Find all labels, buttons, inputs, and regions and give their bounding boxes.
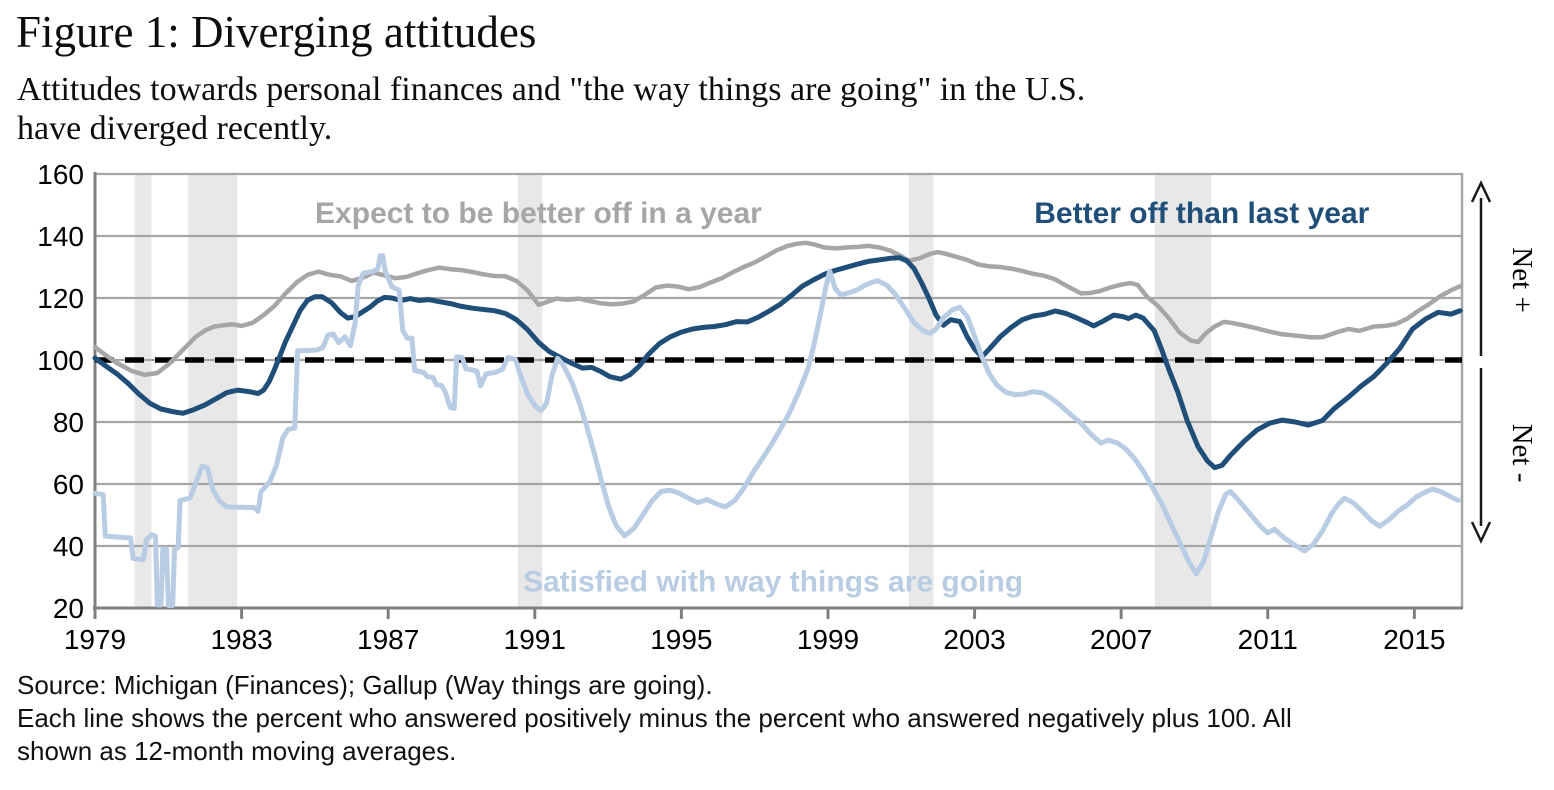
recession-band <box>134 174 152 608</box>
y-tick-label: 60 <box>53 469 84 500</box>
legend-label-better: Better off than last year <box>1034 197 1369 230</box>
y-tick-label: 160 <box>37 159 84 190</box>
y-tick-label: 100 <box>37 345 84 376</box>
figure-subtitle: Attitudes towards personal finances and … <box>17 70 1085 148</box>
recession-band <box>517 174 543 608</box>
net-minus-arrowhead <box>1470 521 1492 544</box>
footnote-source-line: Source: Michigan (Finances); Gallup (Way… <box>17 670 713 700</box>
net-minus-label: Net - <box>1506 424 1538 483</box>
x-tick-label: 2015 <box>1383 624 1445 655</box>
y-tick-label: 80 <box>53 407 84 438</box>
recession-band <box>1154 174 1212 608</box>
figure-footnote: Source: Michigan (Finances); Gallup (Way… <box>17 669 1292 768</box>
recession-band <box>908 174 934 608</box>
x-tick-label: 1983 <box>210 624 272 655</box>
y-tick-label: 40 <box>53 531 84 562</box>
legend-label-satisfied: Satisfied with way things are going <box>523 566 1023 599</box>
x-tick-label: 2003 <box>943 624 1005 655</box>
footnote-method-line-1: Each line shows the percent who answered… <box>17 703 1292 733</box>
series-line-better <box>92 255 1463 471</box>
footnote-method-line-2: shown as 12-month moving averages. <box>17 736 457 766</box>
figure-subtitle-line-1: Attitudes towards personal finances and … <box>17 71 1086 108</box>
x-tick-label: 1979 <box>64 624 126 655</box>
x-tick-label: 1991 <box>504 624 566 655</box>
series-line-satisfied <box>92 253 1461 608</box>
y-tick-label: 120 <box>37 283 84 314</box>
x-tick-label: 1987 <box>357 624 419 655</box>
net-plus-arrowhead <box>1470 180 1492 203</box>
figure-subtitle-line-2: have diverged recently. <box>17 110 333 147</box>
x-tick-label: 2007 <box>1090 624 1152 655</box>
net-plus-label: Net + <box>1506 247 1538 312</box>
y-tick-label: 20 <box>53 593 84 624</box>
legend-label-expect: Expect to be better off in a year <box>315 197 762 230</box>
x-tick-label: 1999 <box>797 624 859 655</box>
y-tick-label: 140 <box>37 221 84 252</box>
x-tick-label: 2011 <box>1238 624 1298 655</box>
series-line-expect <box>92 240 1463 378</box>
x-tick-label: 1995 <box>650 624 712 655</box>
figure-title: Figure 1: Diverging attitudes <box>16 7 537 57</box>
